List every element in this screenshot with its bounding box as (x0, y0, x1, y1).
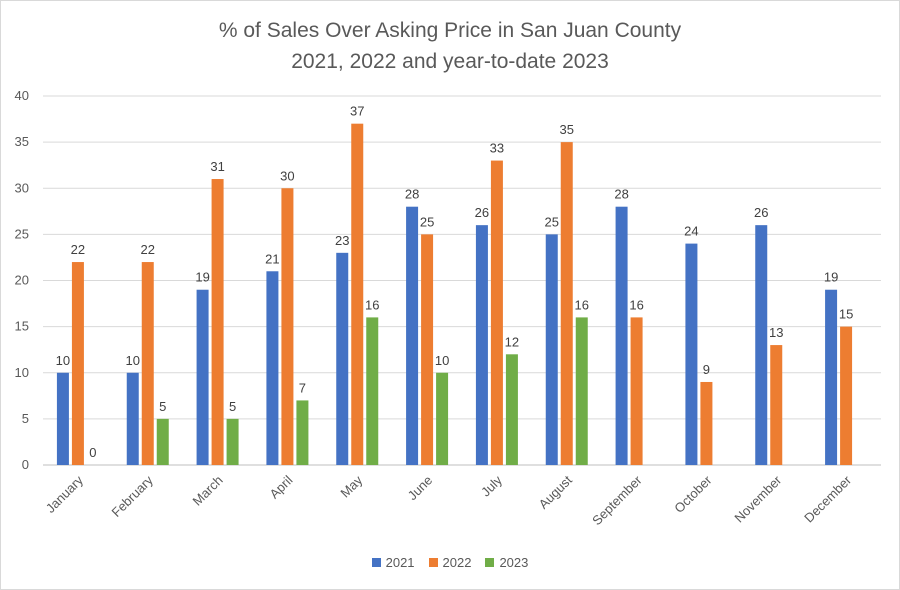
data-label-2021-june: 28 (405, 187, 419, 202)
bar-2023-june (436, 372, 449, 465)
bar-2021-september (615, 206, 628, 465)
data-label-2023-march: 5 (229, 399, 236, 414)
data-label-2022-july: 33 (490, 141, 504, 156)
data-label-2022-february: 22 (141, 242, 155, 257)
bar-2021-march (196, 289, 209, 465)
chart-title: % of Sales Over Asking Price in San Juan… (218, 19, 682, 42)
bar-2023-march (226, 418, 239, 465)
legend-label: 2022 (442, 555, 472, 570)
data-label-2022-november: 13 (769, 325, 783, 340)
x-tick-label: December (801, 472, 854, 525)
data-label-2023-february: 5 (159, 399, 166, 414)
data-label-2022-august: 35 (560, 122, 574, 137)
bar-2022-june (421, 234, 434, 465)
bar-2022-october (700, 381, 713, 465)
bar-2022-april (281, 188, 294, 465)
bar-2022-march (211, 179, 224, 465)
y-tick-label: 15 (15, 319, 29, 334)
x-tick-label: September (589, 472, 645, 528)
bar-2023-may (366, 317, 379, 465)
bar-2022-may (351, 123, 364, 466)
bar-2021-may (336, 252, 349, 465)
x-tick-label: June (405, 473, 436, 504)
y-tick-label: 25 (15, 226, 29, 241)
x-tick-label: March (190, 473, 226, 509)
data-label-2023-august: 16 (575, 297, 589, 312)
legend-swatch (371, 558, 381, 567)
data-label-2023-january: 0 (89, 445, 96, 460)
bar-2023-april (296, 400, 309, 465)
bar-2021-july (475, 225, 488, 465)
legend-item-2022: 2022 (428, 555, 472, 570)
x-tick-label: August (536, 472, 575, 511)
bar-2022-november (770, 345, 783, 465)
data-label-2021-april: 21 (265, 251, 279, 266)
y-tick-label: 5 (22, 411, 29, 426)
chart-subtitle: 2021, 2022 and year-to-date 2023 (291, 50, 609, 73)
y-tick-label: 40 (15, 88, 29, 103)
data-label-2023-may: 16 (365, 297, 379, 312)
data-label-2022-march: 31 (210, 159, 224, 174)
data-label-2023-june: 10 (435, 353, 449, 368)
x-tick-label: July (478, 472, 505, 499)
data-label-2022-september: 16 (629, 297, 643, 312)
bar-2022-january (71, 262, 84, 465)
data-label-2021-november: 26 (754, 205, 768, 220)
legend-item-2021: 2021 (371, 555, 415, 570)
bar-2021-june (406, 206, 419, 465)
y-tick-label: 20 (15, 273, 29, 288)
data-label-2022-january: 22 (71, 242, 85, 257)
bar-2021-november (755, 225, 768, 465)
legend-swatch (428, 558, 438, 567)
bar-2022-september (630, 317, 643, 465)
y-tick-label: 35 (15, 134, 29, 149)
bar-2021-december (825, 289, 838, 465)
legend-swatch (485, 558, 495, 567)
data-label-2022-june: 25 (420, 214, 434, 229)
x-tick-label: April (267, 472, 296, 501)
data-label-2022-december: 15 (839, 307, 853, 322)
data-label-2021-january: 10 (56, 353, 70, 368)
data-label-2023-july: 12 (505, 334, 519, 349)
data-label-2021-september: 28 (614, 187, 628, 202)
y-tick-label: 10 (15, 365, 29, 380)
data-label-2021-march: 19 (195, 270, 209, 285)
data-label-2021-may: 23 (335, 233, 349, 248)
bar-2021-october (685, 243, 698, 465)
data-label-2021-july: 26 (475, 205, 489, 220)
chart-title-block: % of Sales Over Asking Price in San Juan… (1, 15, 899, 77)
data-label-2021-december: 19 (824, 270, 838, 285)
y-tick-label: 30 (15, 180, 29, 195)
data-label-2023-april: 7 (299, 380, 306, 395)
bar-2021-august (545, 234, 558, 465)
legend-label: 2021 (385, 555, 415, 570)
data-label-2022-april: 30 (280, 168, 294, 183)
legend-label: 2023 (499, 555, 529, 570)
data-label-2022-may: 37 (350, 104, 364, 119)
chart-legend: 2021 2022 2023 (1, 555, 899, 570)
data-label-2021-february: 10 (126, 353, 140, 368)
y-tick-label: 0 (22, 457, 29, 472)
bar-2022-february (141, 262, 154, 465)
data-label-2022-october: 9 (703, 362, 710, 377)
x-tick-label: January (43, 472, 87, 516)
bar-2021-april (266, 271, 279, 465)
bar-2021-january (56, 372, 69, 465)
bar-2021-february (126, 372, 139, 465)
bar-2022-july (490, 160, 503, 465)
bar-2022-december (840, 326, 853, 465)
legend-item-2023: 2023 (485, 555, 528, 570)
bar-2022-august (560, 142, 573, 465)
x-tick-label: February (108, 472, 156, 520)
x-tick-label: November (731, 472, 784, 525)
data-label-2021-october: 24 (684, 224, 698, 239)
bar-2023-august (575, 317, 588, 465)
x-tick-label: October (671, 472, 715, 516)
data-label-2021-august: 25 (545, 214, 559, 229)
x-tick-label: May (337, 472, 365, 500)
bar-2023-july (505, 354, 518, 465)
bar-2023-february (156, 418, 169, 465)
